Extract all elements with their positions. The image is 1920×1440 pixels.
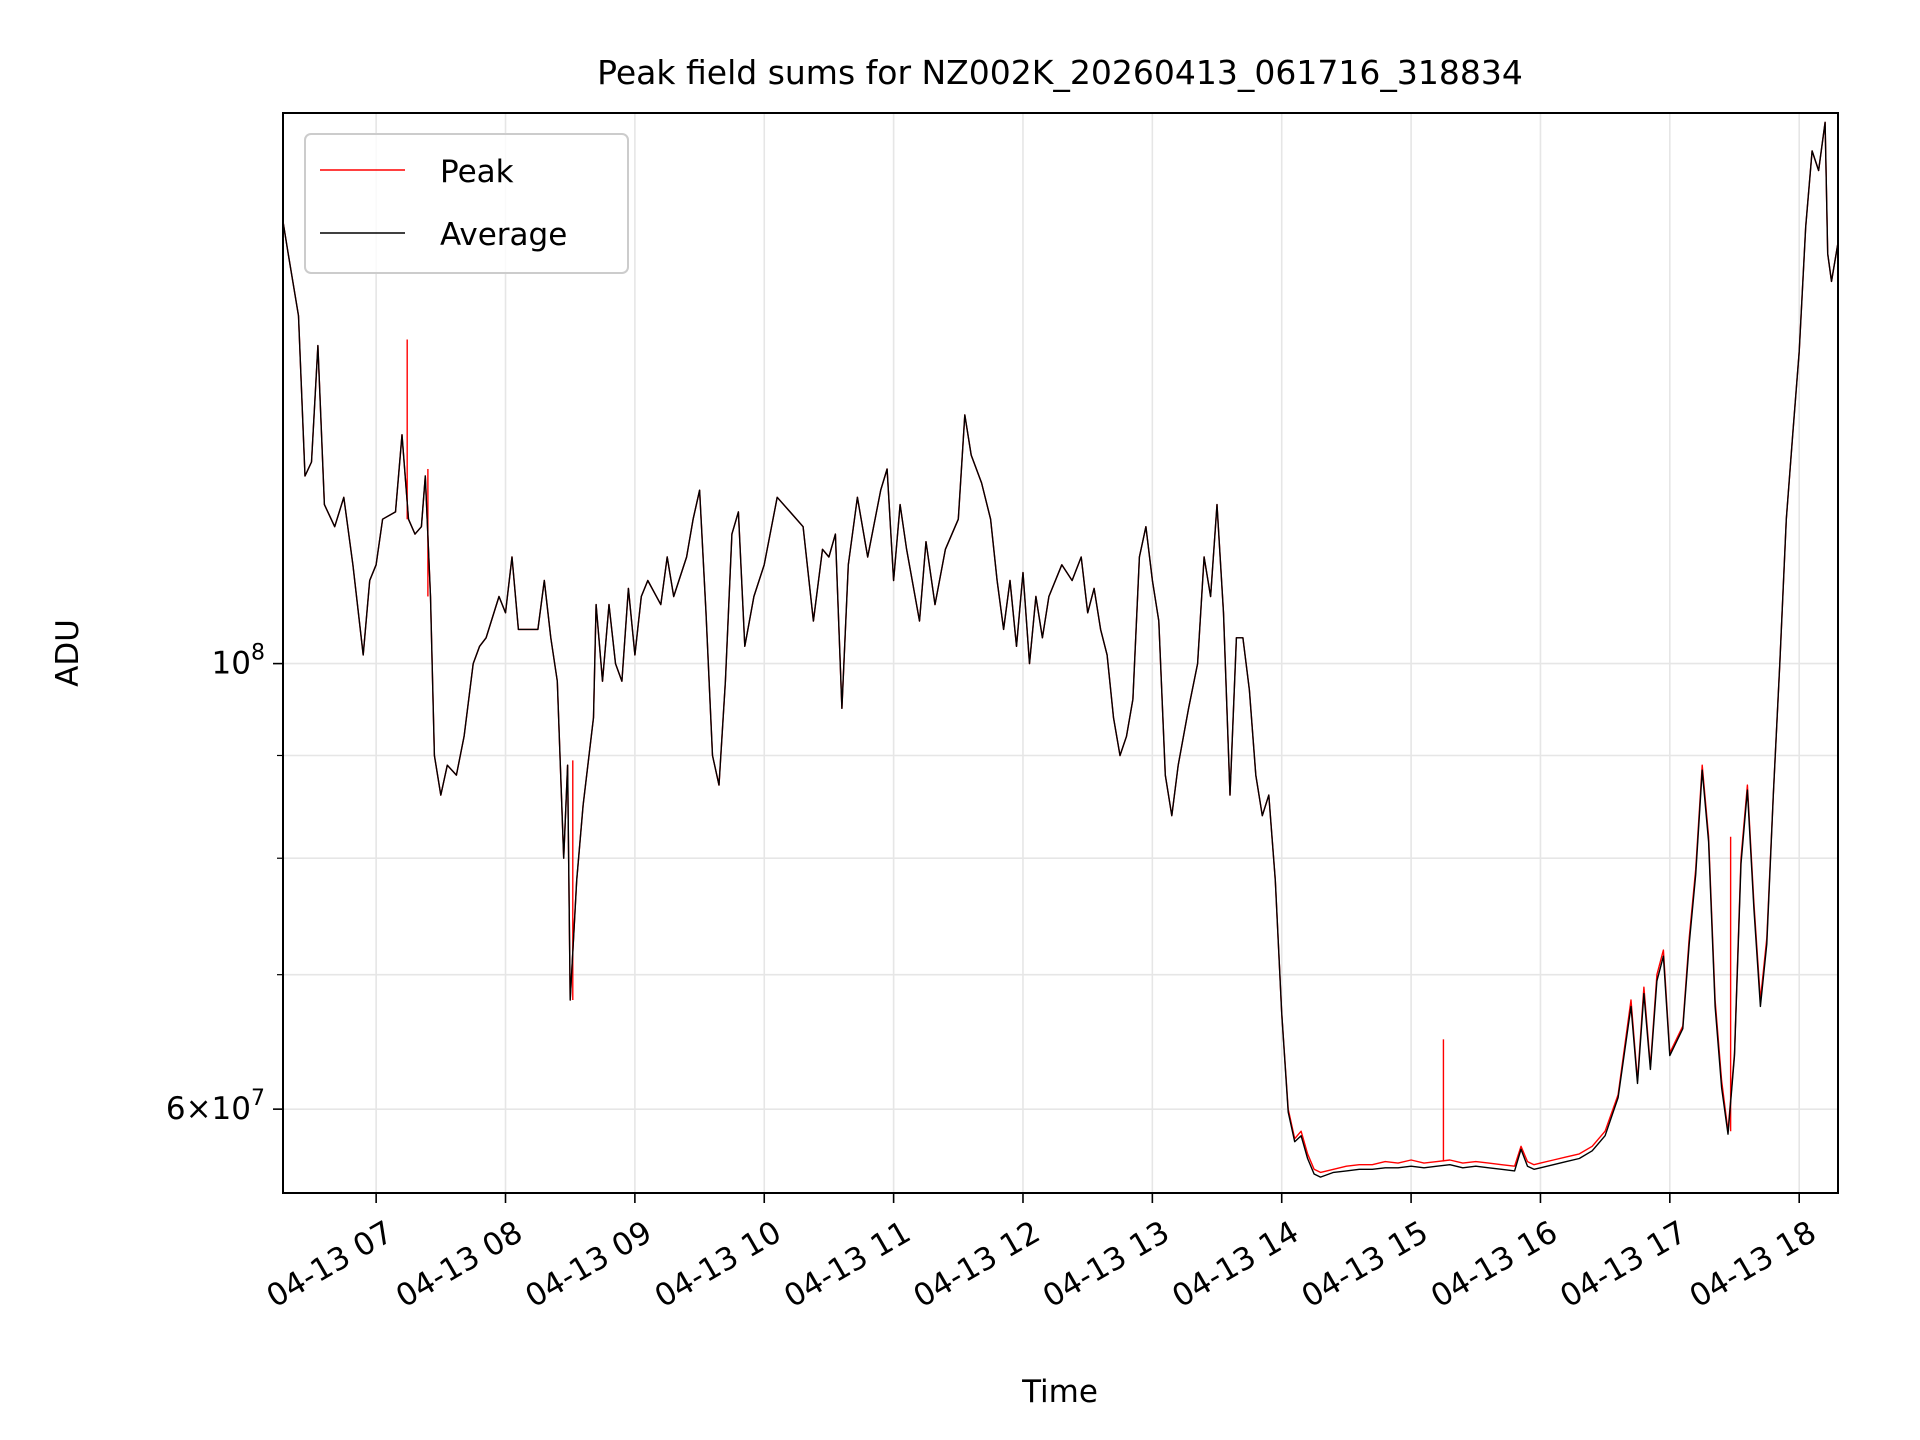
legend-average-label: Average [440,217,567,253]
x-tick-label: 04-13 18 [1684,1214,1823,1315]
x-axis-label: Time [1021,1374,1098,1410]
y-tick-label-base: 10 [212,646,251,682]
x-tick-label: 04-13 17 [1554,1214,1693,1315]
y-axis-ticks: 108 6×107 [166,641,283,1127]
plot-frame [282,112,1839,1194]
y-tick-label-exponent: 8 [251,641,265,666]
y-axis-label: ADU [50,619,86,687]
x-tick-label: 04-13 10 [649,1214,788,1315]
y-tick-label: 6×107 [166,1086,265,1127]
grid [283,113,1838,1193]
x-tick-label: 04-13 16 [1425,1214,1564,1315]
x-tick-label: 04-13 15 [1296,1214,1435,1315]
legend-box [304,133,629,274]
legend: Peak Average [304,133,629,274]
y-tick-label-exponent: 7 [251,1086,265,1111]
series-layer [283,121,1838,1178]
x-tick-label: 04-13 09 [519,1214,658,1315]
x-tick-label: 04-13 11 [778,1214,917,1315]
x-tick-label: 04-13 07 [261,1214,400,1315]
legend-peak-label: Peak [440,154,514,190]
plot-background [283,113,1838,1193]
series-line-average [283,121,1838,1178]
x-tick-label: 04-13 14 [1166,1214,1305,1315]
y-tick-label-base: 6×10 [166,1091,251,1127]
x-tick-label: 04-13 12 [907,1214,1046,1315]
y-tick-label: 108 [212,641,265,682]
x-tick-label: 04-13 08 [390,1214,529,1315]
chart-title: Peak field sums for NZ002K_20260413_0617… [597,53,1523,92]
x-tick-label: 04-13 13 [1037,1214,1176,1315]
